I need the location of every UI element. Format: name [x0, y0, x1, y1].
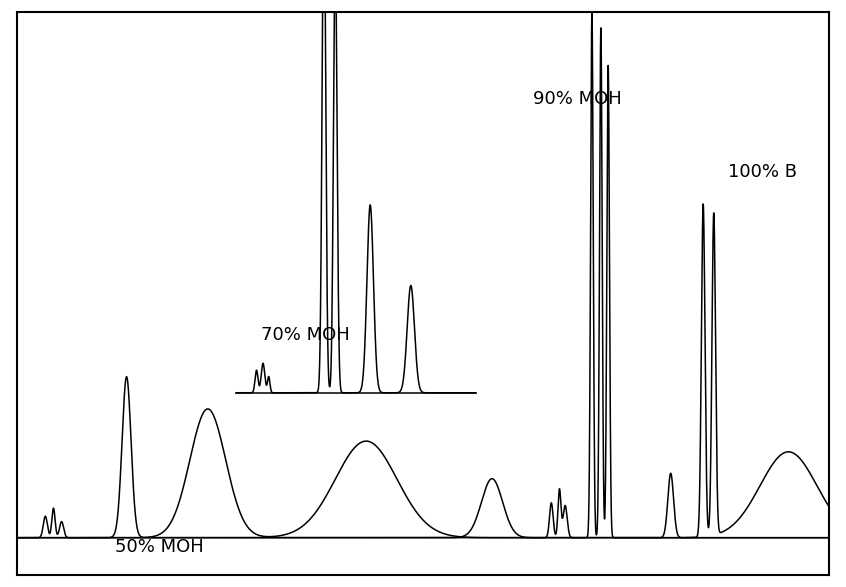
Text: 100% B: 100% B [728, 163, 797, 181]
Text: 70% MOH: 70% MOH [261, 326, 349, 344]
Text: 50% MOH: 50% MOH [115, 538, 203, 555]
Text: 90% MOH: 90% MOH [533, 90, 622, 107]
